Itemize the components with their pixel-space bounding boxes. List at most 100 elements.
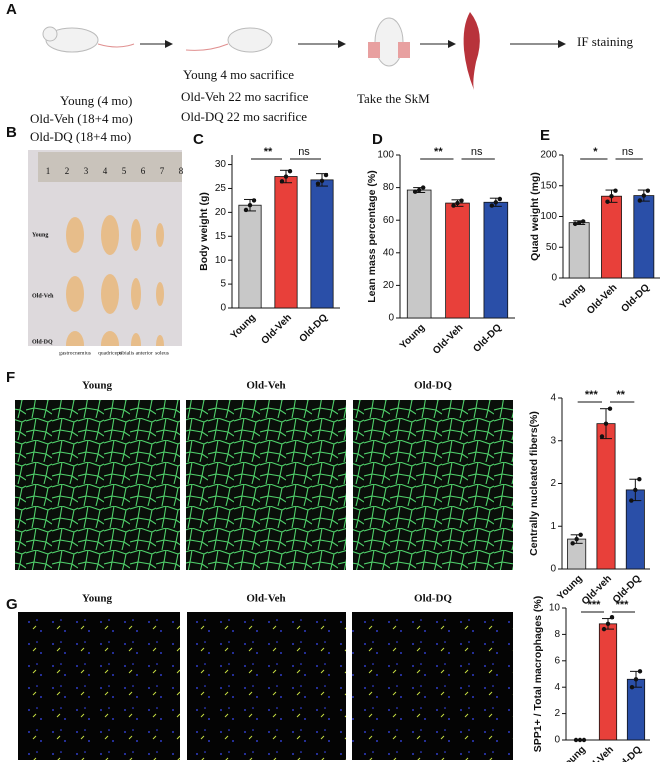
y-tick-label: 2	[554, 708, 560, 719]
data-point	[451, 203, 456, 208]
data-point	[570, 541, 575, 546]
y-axis-label: Lean mass percentage (%)	[366, 170, 378, 302]
data-point	[577, 737, 583, 743]
data-point	[497, 196, 503, 202]
harvest-text: Take the SkM	[357, 91, 430, 106]
significance-label: **	[616, 389, 625, 401]
group-text: Old-Veh (18+4 mo)	[30, 111, 133, 126]
muscle-label: soleus	[155, 350, 169, 356]
muscle-photo	[28, 150, 182, 360]
sacrifice-text: Young 4 mo sacrifice	[183, 67, 294, 82]
y-axis-label: Centrally nucleated fibers(%)	[528, 411, 540, 556]
bar	[598, 623, 618, 741]
y-tick-label: 100	[377, 150, 394, 161]
data-point	[609, 194, 614, 199]
x-tick-label: Young	[558, 282, 587, 311]
panel-label: E	[540, 127, 550, 144]
y-tick-label: 30	[215, 159, 227, 170]
bar	[625, 489, 645, 570]
image-title: Old-Veh	[246, 593, 285, 605]
bar-chart: 0 2 4 6 8 10 SPP1+ / Total macrophages (%) Youn…	[532, 596, 650, 762]
data-point	[287, 169, 293, 174]
significance-label: **	[264, 146, 273, 158]
ruler-number: 1	[46, 166, 51, 176]
y-axis-label: Quad weight (mg)	[529, 172, 541, 261]
data-point	[578, 532, 583, 537]
y-tick-label: 4	[554, 682, 560, 693]
data-point	[459, 198, 464, 203]
panel-label: A	[6, 1, 17, 18]
x-tick-label: Old-Veh	[259, 312, 294, 347]
muscle-label: tibialis anterior	[119, 350, 153, 356]
bar	[633, 195, 655, 279]
y-tick-label: 10	[215, 255, 227, 266]
y-tick-label: 200	[540, 150, 557, 161]
image-title: Old-DQ	[414, 593, 452, 605]
data-point	[599, 434, 605, 439]
significance-label: ns	[471, 146, 483, 158]
y-tick-label: 100	[540, 211, 557, 222]
bar	[274, 176, 298, 309]
y-tick-label: 0	[388, 313, 394, 324]
data-point	[607, 406, 613, 411]
data-point	[315, 181, 321, 186]
data-point	[243, 207, 249, 213]
ruler-number: 2	[65, 166, 70, 176]
bar	[406, 189, 432, 319]
panel-label: D	[372, 131, 383, 148]
row-label: Young	[32, 232, 48, 238]
data-point	[601, 626, 607, 632]
bar	[568, 222, 590, 279]
y-tick-label: 150	[540, 180, 557, 191]
y-tick-label: 40	[383, 247, 395, 258]
row-label: Old-DQ	[32, 339, 53, 345]
end-text: IF staining	[577, 34, 633, 49]
data-point	[637, 669, 643, 674]
x-tick-label: Young	[229, 312, 258, 341]
ruler-number: 4	[103, 166, 108, 176]
sacrifice-text: Old-Veh 22 mo sacrifice	[181, 89, 309, 104]
data-point	[613, 188, 618, 193]
bar	[626, 678, 646, 741]
image-title: Old-DQ	[414, 380, 452, 392]
ruler-number: 3	[84, 166, 89, 176]
schematic-art	[42, 12, 566, 90]
y-tick-label: 2	[550, 478, 556, 489]
significance-label: *	[593, 146, 598, 158]
y-tick-label: 10	[549, 603, 561, 614]
data-point	[420, 185, 426, 190]
data-point	[493, 200, 499, 205]
data-point	[319, 178, 325, 184]
significance-label: ns	[622, 146, 634, 158]
y-tick-label: 20	[383, 280, 395, 291]
data-point	[605, 621, 611, 627]
y-axis-label: SPP1+ / Total macrophages (%)	[532, 596, 544, 752]
y-tick-label: 4	[550, 393, 556, 404]
y-tick-label: 8	[554, 629, 560, 640]
data-point	[645, 188, 651, 193]
data-point	[603, 421, 609, 426]
y-tick-label: 0	[551, 273, 557, 284]
data-point	[412, 189, 418, 194]
sacrifice-text: Old-DQ 22 mo sacrifice	[181, 109, 307, 124]
bar-chart: 0 5 10 15 20 25 30 Body weight (g) Young Old-Veh O…	[198, 146, 340, 347]
y-tick-label: 0	[550, 564, 556, 575]
group-text: Old-DQ (18+4 mo)	[30, 129, 131, 144]
data-point	[641, 193, 647, 198]
y-tick-label: 5	[220, 279, 226, 290]
data-point	[283, 174, 289, 179]
row-label: Old-Veh	[32, 293, 54, 299]
data-point	[572, 221, 578, 227]
x-tick-label: Old-DQ	[471, 322, 504, 355]
group-text: Young (4 mo)	[60, 93, 132, 108]
x-tick-label: Old-DQ	[611, 744, 644, 762]
data-point	[637, 198, 643, 203]
data-point	[581, 737, 587, 743]
y-tick-label: 0	[220, 303, 226, 314]
image-title: Young	[82, 593, 112, 605]
significance-label: ***	[585, 389, 599, 401]
y-tick-label: 80	[383, 182, 395, 193]
x-tick-label: Old-Veh	[585, 282, 620, 317]
x-tick-label: Old-DQ	[619, 282, 652, 315]
